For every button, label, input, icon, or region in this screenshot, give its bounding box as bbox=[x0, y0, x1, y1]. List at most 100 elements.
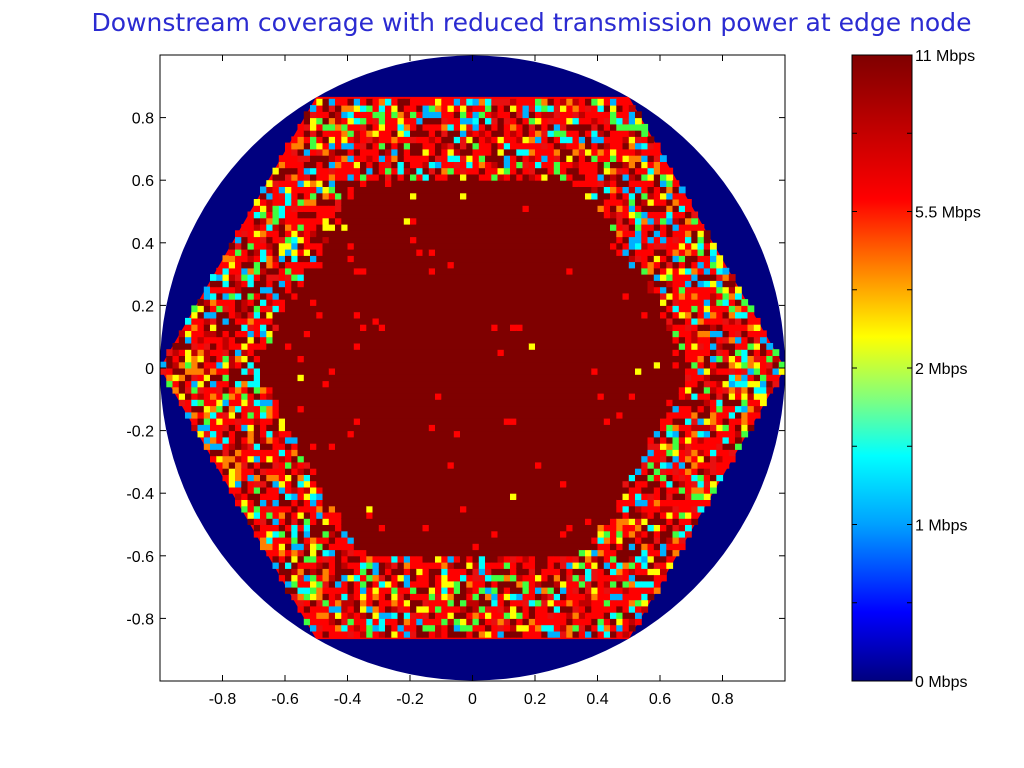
heatmap-cell bbox=[191, 324, 199, 331]
heatmap-cell bbox=[410, 217, 417, 225]
heatmap-cell bbox=[360, 455, 367, 463]
heatmap-cell bbox=[291, 292, 299, 300]
heatmap-cell bbox=[422, 199, 430, 206]
heatmap-cell bbox=[585, 136, 592, 144]
heatmap-cell bbox=[172, 386, 180, 394]
heatmap-cell bbox=[297, 518, 305, 525]
heatmap-cell bbox=[278, 562, 286, 569]
heatmap-cell bbox=[522, 562, 530, 569]
heatmap-cell bbox=[260, 349, 267, 356]
heatmap-cell bbox=[497, 305, 505, 313]
heatmap-cell bbox=[472, 117, 480, 125]
heatmap-cell bbox=[410, 311, 417, 319]
heatmap-cell bbox=[303, 167, 311, 175]
heatmap-cell bbox=[441, 230, 449, 238]
heatmap-cell bbox=[441, 136, 449, 144]
heatmap-cell bbox=[235, 349, 242, 356]
heatmap-cell bbox=[278, 443, 286, 450]
heatmap-cell bbox=[472, 555, 480, 563]
heatmap-cell bbox=[316, 505, 324, 513]
heatmap-cell bbox=[466, 236, 474, 244]
heatmap-cell bbox=[472, 424, 480, 432]
heatmap-cell bbox=[547, 236, 555, 244]
heatmap-cell bbox=[322, 499, 330, 507]
heatmap-cell bbox=[260, 211, 267, 219]
heatmap-cell bbox=[310, 424, 317, 432]
heatmap-cell bbox=[241, 405, 249, 413]
heatmap-cell bbox=[385, 349, 392, 356]
heatmap-cell bbox=[522, 355, 530, 363]
heatmap-cell bbox=[335, 605, 342, 613]
heatmap-cell bbox=[216, 355, 224, 363]
heatmap-cell bbox=[428, 274, 436, 281]
heatmap-cell bbox=[410, 98, 417, 106]
heatmap-cell bbox=[372, 343, 380, 350]
heatmap-cell bbox=[478, 630, 486, 638]
heatmap-cell bbox=[516, 555, 524, 563]
heatmap-cell bbox=[235, 267, 242, 275]
heatmap-cell bbox=[316, 224, 324, 231]
heatmap-cell bbox=[491, 562, 499, 569]
heatmap-cell bbox=[372, 199, 380, 206]
heatmap-cell bbox=[547, 255, 555, 263]
heatmap-cell bbox=[485, 155, 492, 162]
heatmap-cell bbox=[316, 461, 324, 469]
heatmap-cell bbox=[428, 280, 436, 288]
heatmap-cell bbox=[397, 142, 405, 150]
heatmap-cell bbox=[328, 574, 336, 582]
heatmap-cell bbox=[210, 393, 217, 400]
heatmap-cell bbox=[441, 612, 449, 619]
heatmap-cell bbox=[516, 436, 524, 444]
heatmap-cell bbox=[547, 524, 555, 532]
heatmap-cell bbox=[491, 242, 499, 250]
heatmap-cell bbox=[403, 624, 411, 632]
heatmap-cell bbox=[266, 512, 274, 519]
heatmap-cell bbox=[197, 368, 205, 375]
heatmap-cell bbox=[253, 249, 261, 256]
heatmap-cell bbox=[310, 618, 317, 626]
heatmap-cell bbox=[278, 430, 286, 438]
heatmap-cell bbox=[260, 267, 267, 275]
heatmap-cell bbox=[503, 568, 511, 576]
heatmap-cell bbox=[428, 555, 436, 563]
heatmap-cell bbox=[378, 386, 386, 394]
heatmap-cell bbox=[372, 305, 380, 313]
heatmap-cell bbox=[303, 199, 311, 206]
heatmap-cell bbox=[372, 518, 380, 525]
heatmap-cell bbox=[560, 593, 567, 601]
heatmap-cell bbox=[247, 399, 255, 407]
heatmap-cell bbox=[347, 593, 355, 601]
heatmap-cell bbox=[372, 630, 380, 638]
heatmap-cell bbox=[528, 199, 536, 206]
heatmap-cell bbox=[578, 236, 586, 244]
heatmap-cell bbox=[441, 199, 449, 206]
heatmap-cell bbox=[272, 305, 280, 313]
heatmap-cell bbox=[497, 130, 505, 137]
heatmap-cell bbox=[466, 580, 474, 588]
heatmap-cell bbox=[491, 305, 499, 313]
heatmap-cell bbox=[572, 224, 580, 231]
heatmap-cell bbox=[572, 574, 580, 582]
heatmap-cell bbox=[403, 274, 411, 281]
heatmap-cell bbox=[547, 142, 555, 150]
heatmap-cell bbox=[447, 299, 455, 306]
heatmap-cell bbox=[391, 117, 399, 125]
heatmap-cell bbox=[510, 593, 517, 601]
heatmap-cell bbox=[372, 474, 380, 482]
heatmap-cell bbox=[585, 355, 592, 363]
heatmap-cell bbox=[428, 286, 436, 294]
heatmap-cell bbox=[428, 505, 436, 513]
heatmap-cell bbox=[541, 461, 549, 469]
heatmap-cell bbox=[516, 142, 524, 150]
heatmap-cell bbox=[478, 568, 486, 576]
heatmap-cell bbox=[266, 292, 274, 300]
heatmap-cell bbox=[478, 605, 486, 613]
heatmap-cell bbox=[260, 512, 267, 519]
heatmap-cell bbox=[403, 317, 411, 325]
heatmap-cell bbox=[297, 136, 305, 144]
heatmap-cell bbox=[585, 267, 592, 275]
heatmap-cell bbox=[378, 343, 386, 350]
heatmap-cell bbox=[472, 130, 480, 137]
heatmap-cell bbox=[597, 411, 605, 419]
heatmap-cell bbox=[316, 167, 324, 175]
